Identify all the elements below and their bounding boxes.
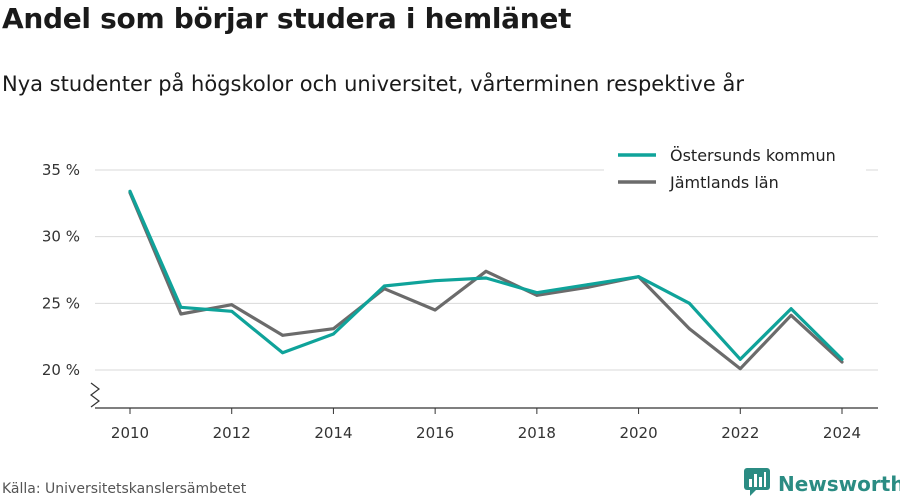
x-tick-label: 2012 xyxy=(213,424,251,442)
data-point xyxy=(738,367,742,371)
data-point xyxy=(179,312,183,316)
chart-subtitle: Nya studenter på högskolor och universit… xyxy=(2,72,744,96)
data-point xyxy=(484,276,488,280)
data-point xyxy=(535,293,539,297)
data-point xyxy=(433,279,437,283)
x-tick-label: 2022 xyxy=(721,424,759,442)
data-point xyxy=(433,308,437,312)
series-line xyxy=(128,191,844,371)
brand-name: Newsworthy xyxy=(778,472,900,496)
data-point xyxy=(789,313,793,317)
legend-label: Östersunds kommun xyxy=(670,146,836,165)
series-line xyxy=(128,189,844,361)
source-note: Källa: Universitetskanslersämbetet xyxy=(2,481,247,497)
x-tick-label: 2024 xyxy=(823,424,861,442)
x-tick-label: 2016 xyxy=(416,424,454,442)
data-point xyxy=(332,327,335,331)
data-point xyxy=(484,269,488,273)
data-point xyxy=(586,285,590,289)
data-point xyxy=(281,351,284,355)
data-point xyxy=(230,309,234,313)
legend-label: Jämtlands län xyxy=(669,173,779,192)
data-point xyxy=(382,284,386,288)
data-point xyxy=(637,275,640,279)
axis-break-icon xyxy=(90,382,100,408)
y-tick-label: 30 % xyxy=(42,228,80,246)
x-tick-label: 2018 xyxy=(518,424,556,442)
data-point xyxy=(789,307,793,311)
data-point xyxy=(586,283,590,287)
data-point xyxy=(128,189,132,193)
data-point xyxy=(332,332,335,336)
data-point xyxy=(688,327,691,331)
data-point xyxy=(840,357,844,361)
y-tick-label: 20 % xyxy=(42,361,80,379)
data-point xyxy=(738,357,742,361)
brand-logo: Newsworthy xyxy=(744,468,900,500)
data-point xyxy=(281,333,284,337)
data-point xyxy=(535,291,539,295)
line-chart: 20 % 25 % 30 % 35 % 2010 2012 2014 2016 2018 2020… xyxy=(41,140,878,442)
x-tick-label: 2020 xyxy=(619,424,657,442)
x-tick-label: 2010 xyxy=(111,424,149,442)
x-tick-label: 2014 xyxy=(314,424,352,442)
y-tick-label: 25 % xyxy=(42,294,80,312)
data-point xyxy=(179,305,183,309)
data-point xyxy=(230,303,234,307)
data-point xyxy=(840,360,844,364)
newsworthy-logo-icon xyxy=(744,468,770,500)
chart-title: Andel som börjar studera i hemlänet xyxy=(2,2,572,35)
legend-background xyxy=(604,140,866,202)
y-tick-label: 35 % xyxy=(42,161,80,179)
data-point xyxy=(688,301,691,305)
